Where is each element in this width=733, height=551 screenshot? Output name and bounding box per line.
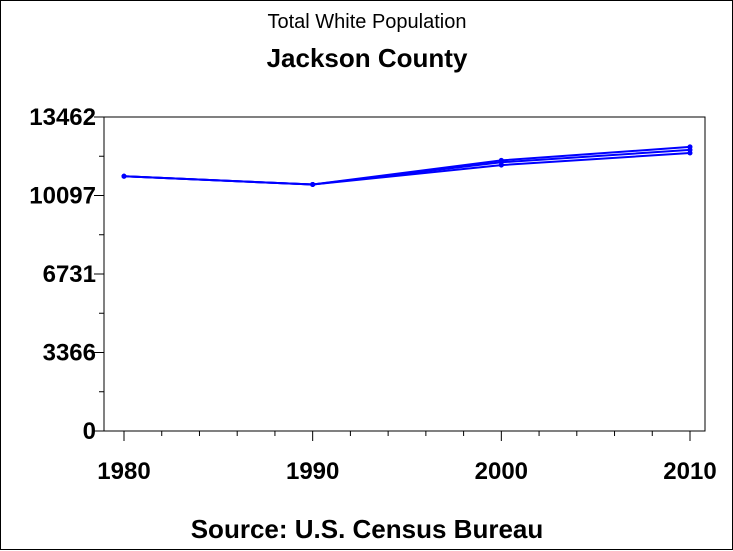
y-tick-label: 3366 xyxy=(43,339,96,366)
plot-frame xyxy=(103,116,706,432)
data-point xyxy=(121,173,127,179)
series-line xyxy=(123,145,691,186)
y-tick-label: 6731 xyxy=(43,261,96,288)
y-tick-label: 13462 xyxy=(29,104,96,131)
data-point xyxy=(498,159,504,165)
x-tick-label: 1990 xyxy=(286,458,339,485)
series-line xyxy=(123,148,691,186)
x-tick-label: 1980 xyxy=(97,458,150,485)
chart-subtitle: Jackson County xyxy=(267,43,468,73)
data-point xyxy=(687,147,693,153)
x-tick-label: 2000 xyxy=(475,458,528,485)
data-point xyxy=(310,181,316,187)
x-tick-label: 2010 xyxy=(663,458,716,485)
chart-footnote: Source: U.S. Census Bureau xyxy=(191,514,544,544)
y-tick-label: 10097 xyxy=(29,182,96,209)
y-tick-label: 0 xyxy=(83,418,96,445)
plot-area: 0 3366 6731 10097 13462 1980 1990 2000 2010 xyxy=(29,104,716,485)
chart-title: Total White Population xyxy=(267,11,466,33)
